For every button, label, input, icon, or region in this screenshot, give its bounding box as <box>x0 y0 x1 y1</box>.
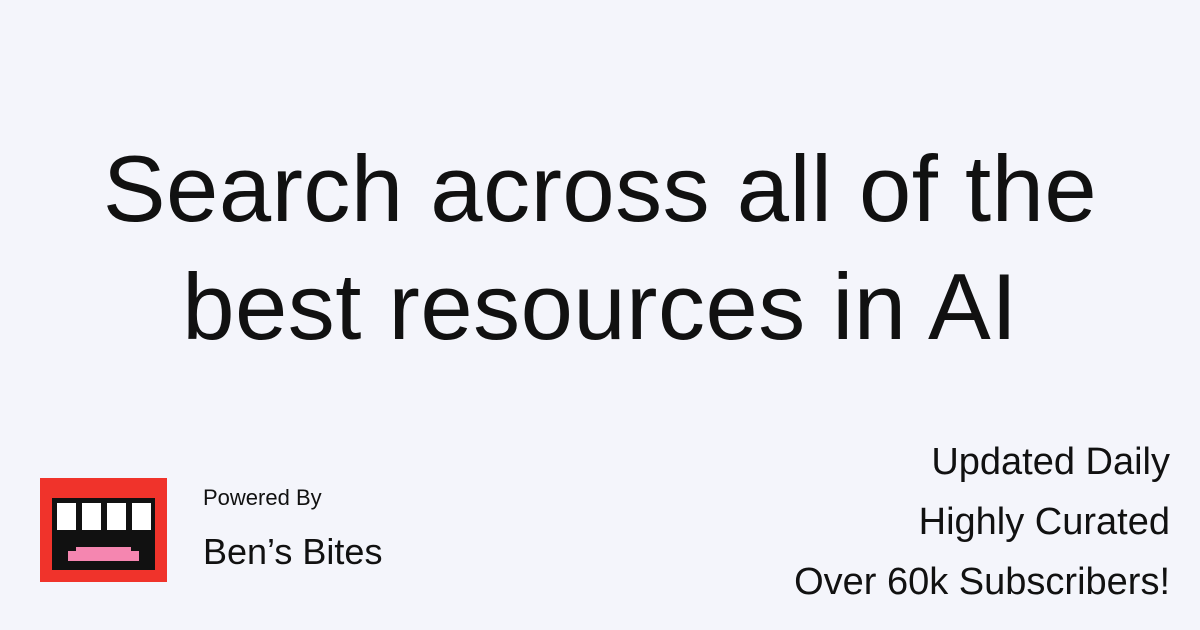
feature-item: Updated Daily <box>931 441 1170 483</box>
brand-block: Powered By Ben’s Bites <box>40 478 460 583</box>
bens-bites-logo-icon <box>40 478 167 582</box>
brand-name: Ben’s Bites <box>203 531 383 572</box>
feature-item: Over 60k Subscribers! <box>794 561 1170 603</box>
headline-line-1: Search across all of the <box>102 136 1098 241</box>
powered-by-label: Powered By <box>203 485 322 510</box>
headline: Search across all of the best resources … <box>0 130 1200 366</box>
headline-line-2: best resources in AI <box>182 254 1018 359</box>
feature-item: Highly Curated <box>918 501 1170 543</box>
features-list: Updated Daily Highly Curated Over 60k Su… <box>670 432 1170 612</box>
